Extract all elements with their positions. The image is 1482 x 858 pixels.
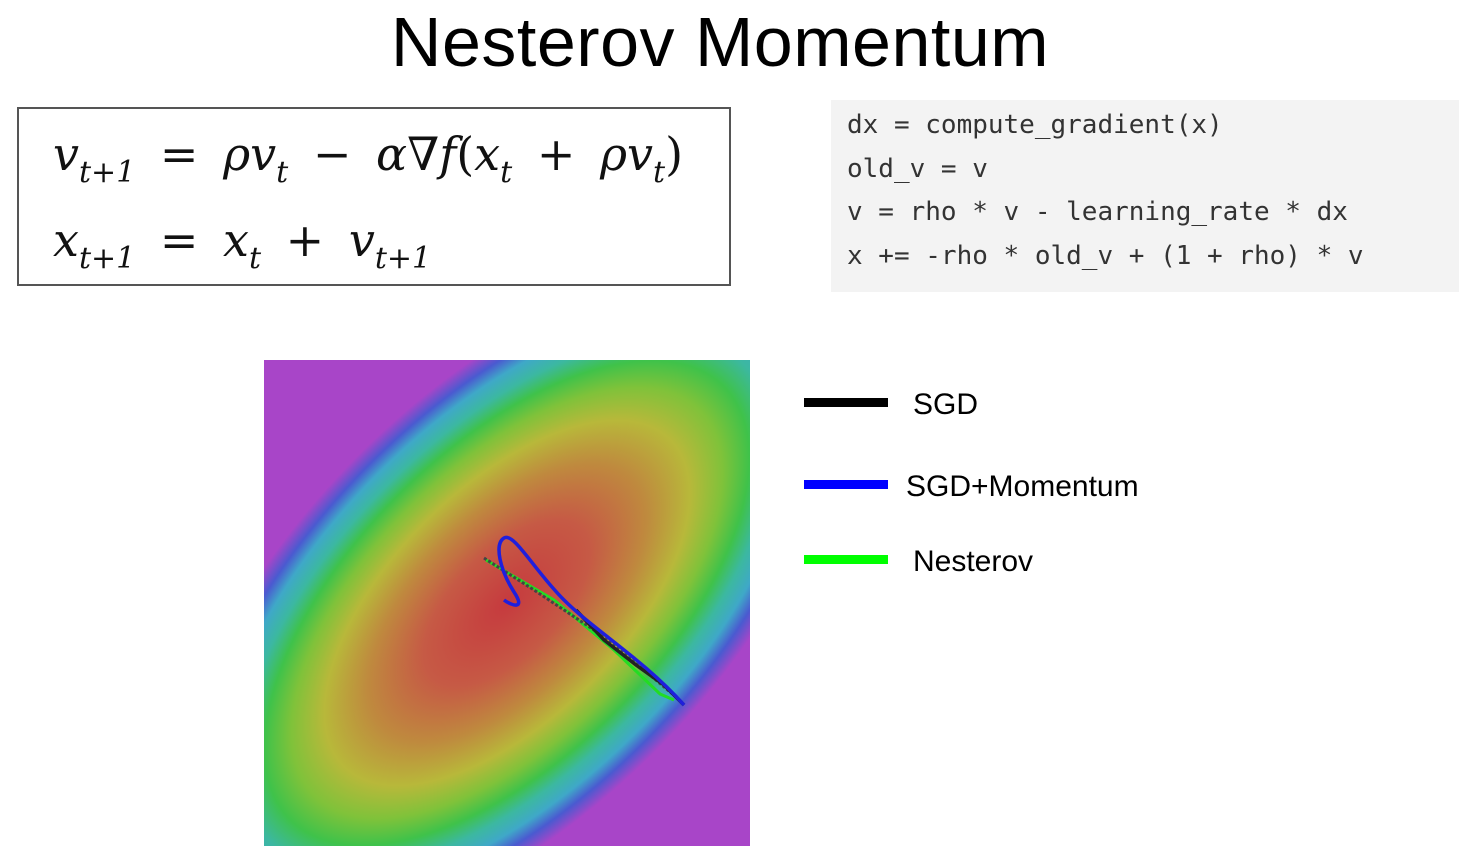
code-line-3: v = rho * v - learning_rate * dx [847,197,1348,227]
code-line-2: old_v = v [847,154,988,184]
equation-box: vt+1 = ρvt − α∇f(xt + ρvt) xt+1 = xt + v… [17,107,731,286]
legend-label-sgd-momentum: SGD+Momentum [906,470,1139,503]
legend-label-sgd: SGD [913,388,979,421]
equation-position-update: xt+1 = xt + vt+1 [53,213,432,276]
code-block: dx = compute_gradient(x) old_v = v v = r… [831,100,1459,292]
code-line-4: x += -rho * old_v + (1 + rho) * v [847,241,1364,271]
legend-swatch-sgd-momentum [804,480,888,489]
equation-velocity-update: vt+1 = ρvt − α∇f(xt + ρvt) [53,127,684,190]
legend-label-nesterov: Nesterov [913,545,1034,578]
sgd-momentum-trajectory [497,535,686,707]
legend-swatch-nesterov [804,555,888,564]
loss-contour-plot [264,360,750,846]
code-line-1: dx = compute_gradient(x) [847,110,1223,140]
slide-title: Nesterov Momentum [390,3,1050,81]
legend-swatch-sgd [804,398,888,407]
